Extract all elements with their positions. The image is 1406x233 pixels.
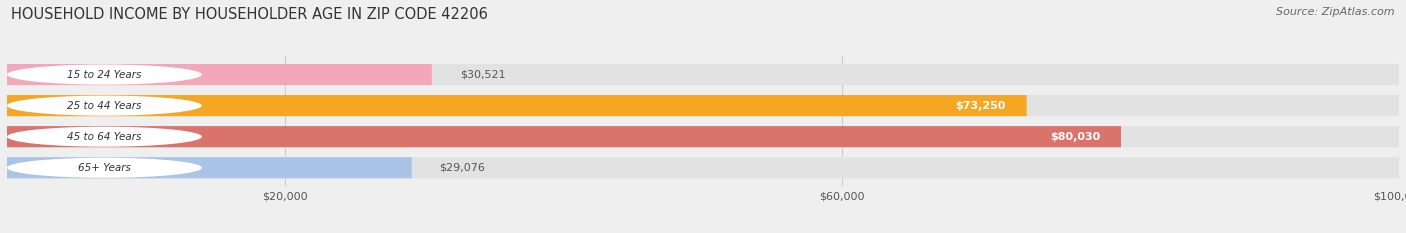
Text: 45 to 64 Years: 45 to 64 Years	[67, 132, 142, 142]
FancyBboxPatch shape	[7, 126, 1121, 147]
FancyBboxPatch shape	[7, 95, 1399, 116]
Text: $80,030: $80,030	[1050, 132, 1099, 142]
Text: $29,076: $29,076	[440, 163, 485, 173]
Ellipse shape	[7, 96, 202, 116]
FancyBboxPatch shape	[7, 126, 1399, 147]
FancyBboxPatch shape	[7, 64, 432, 85]
FancyBboxPatch shape	[7, 95, 1026, 116]
Text: HOUSEHOLD INCOME BY HOUSEHOLDER AGE IN ZIP CODE 42206: HOUSEHOLD INCOME BY HOUSEHOLDER AGE IN Z…	[11, 7, 488, 22]
FancyBboxPatch shape	[7, 64, 1399, 85]
Ellipse shape	[7, 158, 202, 178]
FancyBboxPatch shape	[7, 157, 1399, 178]
Ellipse shape	[7, 65, 202, 85]
Text: $73,250: $73,250	[955, 101, 1005, 111]
Text: 65+ Years: 65+ Years	[77, 163, 131, 173]
Text: 15 to 24 Years: 15 to 24 Years	[67, 70, 142, 79]
Text: $30,521: $30,521	[460, 70, 505, 79]
Ellipse shape	[7, 127, 202, 147]
FancyBboxPatch shape	[7, 157, 412, 178]
Text: 25 to 44 Years: 25 to 44 Years	[67, 101, 142, 111]
Text: Source: ZipAtlas.com: Source: ZipAtlas.com	[1277, 7, 1395, 17]
